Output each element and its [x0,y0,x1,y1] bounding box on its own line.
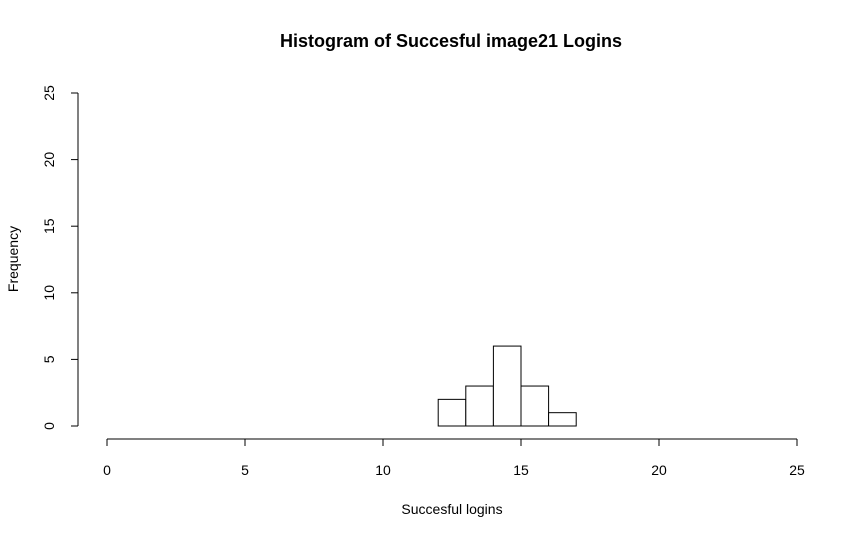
histogram-bars [437,345,577,427]
y-tick-label: 15 [41,218,57,234]
y-tick-label: 20 [41,152,57,168]
y-axis-label: Frequency [5,226,21,292]
y-axis: 0 5 10 15 20 25 [41,85,79,430]
x-tick-label: 5 [241,462,249,478]
y-tick-label: 25 [41,85,57,101]
histogram-bar [548,412,577,427]
x-tick-label: 25 [789,462,805,478]
histogram-bar [465,385,494,427]
y-tick-label: 0 [41,422,57,430]
x-tick-label: 15 [513,462,529,478]
x-tick-label: 20 [651,462,667,478]
chart-title: Histogram of Succesful image21 Logins [280,31,622,51]
x-tick-label: 0 [103,462,111,478]
x-axis-label: Succesful logins [401,501,502,517]
histogram-bar [492,345,522,427]
y-tick-label: 5 [41,355,57,363]
y-tick-label: 10 [41,285,57,301]
histogram-bar [437,398,467,427]
histogram-bar [520,385,550,427]
x-axis: 0 5 10 15 20 25 [103,438,805,478]
x-tick-label: 10 [375,462,391,478]
